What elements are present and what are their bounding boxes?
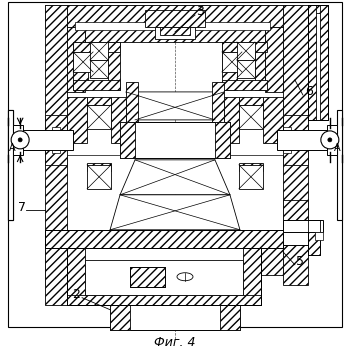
Bar <box>320 5 328 120</box>
Bar <box>45 230 283 248</box>
Bar <box>308 5 328 120</box>
Bar <box>45 230 283 248</box>
Bar <box>87 165 111 189</box>
Bar <box>45 115 67 165</box>
Bar <box>120 122 135 158</box>
Bar <box>67 97 87 143</box>
Bar <box>8 110 13 220</box>
Bar <box>308 220 320 255</box>
Bar <box>308 5 316 120</box>
Bar <box>308 220 320 255</box>
Bar <box>110 305 240 330</box>
Bar <box>222 42 237 90</box>
Bar <box>283 115 308 165</box>
Bar <box>283 5 308 285</box>
Bar <box>212 82 224 122</box>
Text: 3: 3 <box>196 6 204 19</box>
Bar <box>111 97 126 143</box>
Bar <box>90 60 108 78</box>
Bar <box>239 97 263 105</box>
Polygon shape <box>126 92 224 120</box>
Bar <box>73 80 120 90</box>
Bar <box>45 5 300 27</box>
Bar <box>87 105 111 129</box>
Text: A: A <box>334 143 341 153</box>
Bar <box>145 10 205 27</box>
Bar <box>90 42 108 60</box>
Bar <box>108 42 120 90</box>
Circle shape <box>18 138 22 142</box>
Bar <box>315 232 323 240</box>
Bar <box>265 27 283 92</box>
Bar <box>67 248 261 305</box>
Bar <box>85 27 265 42</box>
Bar <box>283 220 323 232</box>
Bar <box>222 52 242 72</box>
Bar <box>87 163 111 171</box>
Bar <box>283 200 308 230</box>
Polygon shape <box>110 195 240 230</box>
Circle shape <box>11 131 29 149</box>
Bar <box>87 97 111 105</box>
Bar <box>73 52 93 72</box>
Bar <box>85 260 243 295</box>
Text: 7: 7 <box>18 201 26 214</box>
Bar <box>67 248 85 305</box>
Ellipse shape <box>177 273 193 281</box>
Bar <box>337 110 342 220</box>
Bar <box>263 97 283 143</box>
Bar <box>239 105 263 129</box>
Bar <box>237 60 255 78</box>
Bar <box>120 122 230 158</box>
Bar <box>110 305 130 330</box>
Bar <box>224 97 239 143</box>
Bar <box>277 130 342 150</box>
Bar <box>239 163 263 171</box>
Bar <box>222 42 267 52</box>
Bar <box>67 27 85 92</box>
Bar <box>73 42 88 90</box>
Bar <box>155 27 195 39</box>
Bar <box>67 125 283 155</box>
Bar <box>67 5 283 27</box>
Bar <box>239 165 263 189</box>
Text: Фиг. 4: Фиг. 4 <box>154 336 196 349</box>
Bar <box>67 248 261 305</box>
Text: 6: 6 <box>305 85 313 98</box>
Circle shape <box>321 131 339 149</box>
Bar <box>126 82 138 122</box>
Bar <box>255 42 265 90</box>
Bar <box>160 27 190 35</box>
Bar <box>75 22 270 30</box>
Bar <box>67 295 261 305</box>
Bar <box>130 267 165 287</box>
Bar <box>222 80 267 90</box>
Polygon shape <box>120 160 230 195</box>
Bar <box>13 125 23 155</box>
Bar <box>327 125 337 155</box>
Text: 5: 5 <box>296 255 304 268</box>
Bar <box>130 267 165 287</box>
Bar <box>52 127 60 153</box>
Bar <box>283 230 308 245</box>
Bar <box>73 42 120 52</box>
Bar <box>45 230 67 305</box>
Bar <box>45 5 67 285</box>
Circle shape <box>328 138 332 142</box>
Bar <box>283 127 291 153</box>
Bar <box>237 42 255 60</box>
Text: A: A <box>9 143 16 153</box>
Bar <box>220 305 240 330</box>
Bar <box>308 5 328 13</box>
Bar <box>215 122 230 158</box>
Text: 2: 2 <box>72 288 80 301</box>
Bar <box>261 230 283 275</box>
Bar <box>243 248 261 305</box>
Bar <box>8 130 73 150</box>
Bar <box>8 110 13 220</box>
